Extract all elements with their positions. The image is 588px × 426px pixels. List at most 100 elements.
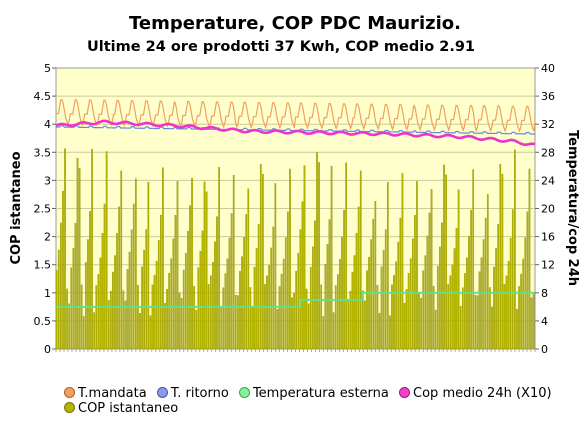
cop-bar bbox=[511, 209, 514, 350]
cop-bar bbox=[174, 215, 177, 350]
cop-bar bbox=[228, 237, 231, 350]
cop-bar bbox=[432, 286, 435, 350]
cop-bar bbox=[343, 210, 345, 350]
legend-label: Temperatura esterna bbox=[252, 386, 389, 401]
cop-bar bbox=[218, 167, 220, 350]
legend-label: COP istantaneo bbox=[78, 401, 179, 416]
cop-bar bbox=[205, 191, 208, 350]
cop-bar bbox=[76, 157, 79, 350]
cop-bar bbox=[443, 164, 445, 350]
cop-bar bbox=[324, 264, 327, 350]
cop-bar bbox=[270, 247, 273, 350]
cop-bar bbox=[237, 295, 239, 350]
cop-bar bbox=[382, 249, 385, 350]
cop-bar bbox=[482, 239, 485, 350]
cop-bar bbox=[287, 211, 289, 350]
cop-bar bbox=[370, 239, 373, 350]
cop-bar bbox=[284, 237, 287, 350]
legend-item-t-ritorno[interactable]: T. ritorno bbox=[156, 386, 229, 401]
cop-bar bbox=[364, 300, 366, 350]
cop-bar bbox=[251, 306, 254, 350]
cop-bar bbox=[87, 239, 89, 350]
cop-bar bbox=[503, 284, 506, 350]
cop-bar bbox=[245, 214, 248, 350]
cop-bar bbox=[501, 174, 504, 350]
cop-bar bbox=[466, 257, 468, 350]
cop-bar bbox=[507, 261, 510, 350]
y-axis-label: COP istantaneo bbox=[9, 151, 24, 264]
cop-bar bbox=[359, 170, 362, 350]
cop-bar bbox=[459, 306, 462, 350]
cop-bar bbox=[316, 152, 318, 350]
cop-bar bbox=[418, 292, 420, 350]
cop-bar bbox=[451, 264, 454, 350]
cop-bar bbox=[372, 218, 375, 350]
cop-bar bbox=[401, 173, 404, 350]
cop-bar bbox=[505, 275, 508, 350]
cop-bar bbox=[232, 175, 235, 350]
cop-bar bbox=[134, 178, 137, 350]
cop-bar bbox=[376, 285, 379, 350]
cop-bar bbox=[230, 213, 233, 350]
y-tick-label: 2 bbox=[44, 231, 51, 244]
cop-bar bbox=[126, 269, 129, 350]
y-tick-label: 5 bbox=[44, 62, 51, 75]
cop-bar bbox=[145, 229, 148, 350]
cop-bar bbox=[132, 203, 135, 350]
cop-bar bbox=[155, 260, 158, 350]
cop-bar bbox=[380, 266, 383, 350]
cop-bar bbox=[384, 229, 387, 350]
cop-bar bbox=[441, 222, 443, 350]
cop-bar bbox=[532, 293, 535, 350]
legend-item-cop-istantaneo[interactable]: COP istantaneo bbox=[64, 401, 178, 416]
cop-bar bbox=[453, 248, 456, 350]
cop-bar bbox=[326, 244, 329, 350]
legend-item-t-mandata[interactable]: T.mandata bbox=[64, 386, 147, 401]
cop-bar bbox=[274, 183, 277, 350]
cop-bar bbox=[101, 233, 104, 350]
cop-bar bbox=[357, 206, 360, 350]
cop-bar bbox=[151, 284, 154, 350]
cop-bar bbox=[497, 224, 500, 350]
cop-bar bbox=[212, 261, 214, 350]
cop-bar bbox=[66, 288, 68, 350]
cop-bar bbox=[328, 219, 331, 350]
cop-bar bbox=[149, 315, 152, 350]
cop-bar bbox=[191, 177, 193, 350]
y-tick-label: 3 bbox=[44, 174, 51, 187]
legend-item-temperatura-esterna[interactable]: Temperatura esterna bbox=[238, 386, 389, 401]
cop-bar bbox=[247, 188, 250, 350]
t-mandata-line bbox=[55, 99, 536, 133]
cop-bar bbox=[297, 253, 300, 350]
legend-label: T.mandata bbox=[78, 386, 147, 401]
cop-bar bbox=[411, 238, 414, 350]
cop-bar bbox=[318, 162, 320, 350]
cop-bar bbox=[499, 164, 502, 350]
cop-bar bbox=[330, 165, 333, 350]
cop-bar bbox=[105, 151, 108, 350]
cop-bar bbox=[355, 233, 358, 350]
cop-bar bbox=[361, 290, 364, 350]
cop-bar bbox=[457, 189, 460, 350]
y-tick-label: 1.5 bbox=[34, 259, 52, 272]
legend-item-cop-medio[interactable]: Cop medio 24h (X10) bbox=[399, 386, 552, 401]
cop-bar bbox=[110, 290, 112, 350]
cop-bar bbox=[78, 167, 81, 350]
cop-bar bbox=[493, 266, 495, 350]
cop-bar bbox=[339, 259, 341, 350]
cop-bar bbox=[195, 309, 198, 350]
cop-bar bbox=[124, 300, 127, 350]
cop-bar bbox=[112, 271, 114, 350]
cop-bar bbox=[409, 258, 412, 350]
cop-bar bbox=[280, 273, 283, 350]
cop-bar bbox=[137, 285, 139, 350]
x-axis bbox=[55, 349, 536, 352]
chart-title: Temperature, COP PDC Maurizio. bbox=[129, 13, 461, 34]
cop-bar bbox=[199, 251, 202, 350]
cop-bar bbox=[489, 287, 491, 350]
cop-bar bbox=[70, 267, 73, 350]
cop-bar bbox=[89, 211, 91, 350]
bar-series bbox=[55, 148, 535, 350]
cop-bar bbox=[255, 248, 258, 350]
cop-bar bbox=[353, 255, 356, 350]
